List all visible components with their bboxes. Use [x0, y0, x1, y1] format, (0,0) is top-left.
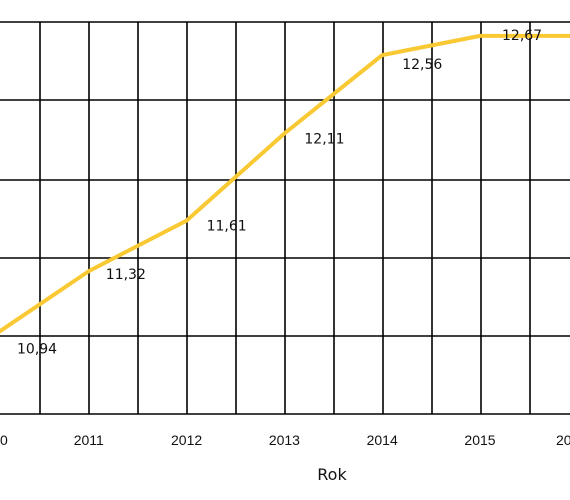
data-label: 11,32	[106, 267, 146, 283]
x-tick-label: 2014	[367, 432, 398, 448]
x-tick-label: 0	[0, 432, 8, 448]
data-label: 12,56	[402, 57, 442, 73]
x-tick-label: 2011	[74, 432, 104, 448]
data-label: 10,94	[17, 341, 57, 357]
x-tick-label: 20	[556, 432, 570, 448]
x-tick-label: 2012	[171, 432, 202, 448]
series-line	[0, 33, 570, 334]
chart-grid	[0, 21, 570, 415]
data-labels: 10,94 11,32 11,61 12,11 12,56 12,67	[17, 28, 542, 357]
data-label: 11,61	[207, 219, 247, 235]
x-tick-label: 2015	[464, 432, 495, 448]
data-label: 12,67	[502, 28, 542, 44]
data-label: 12,11	[304, 132, 344, 148]
x-tick-label: 2013	[269, 432, 300, 448]
x-axis-title: Rok	[317, 465, 347, 484]
x-axis-ticks: 0 2011 2012 2013 2014 2015 20	[0, 432, 570, 448]
